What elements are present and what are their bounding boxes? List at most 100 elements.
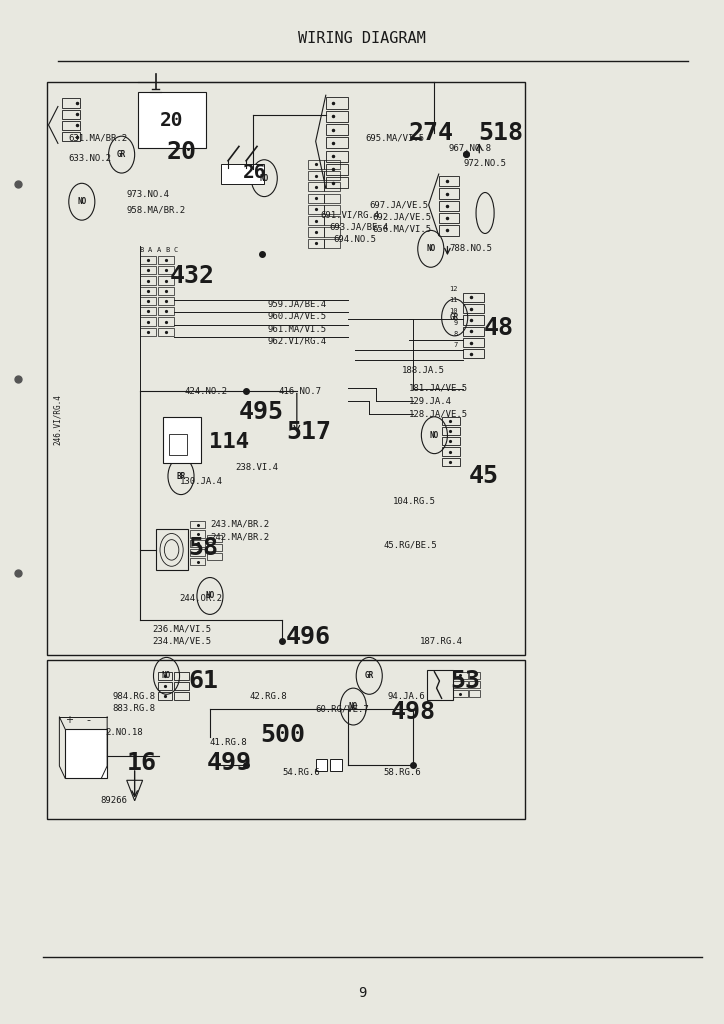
Text: 498: 498: [391, 699, 436, 724]
Text: 187.RG.4: 187.RG.4: [420, 637, 463, 645]
Text: -: -: [86, 715, 90, 725]
Bar: [324, 171, 340, 180]
Bar: [308, 227, 324, 237]
Bar: [427, 670, 452, 700]
Text: 8: 8: [453, 331, 458, 337]
Bar: [158, 297, 174, 305]
Bar: [163, 417, 201, 463]
Text: 114: 114: [209, 432, 248, 453]
Text: 236.MA/VI.5: 236.MA/VI.5: [152, 625, 211, 633]
Bar: [326, 137, 348, 148]
Bar: [324, 216, 340, 225]
Bar: [65, 729, 107, 778]
Bar: [439, 225, 459, 236]
Bar: [62, 121, 80, 130]
Bar: [469, 681, 480, 688]
Text: 973.NO.4: 973.NO.4: [127, 190, 169, 199]
Bar: [308, 239, 324, 248]
Bar: [207, 544, 222, 551]
Bar: [158, 256, 174, 264]
Text: 53: 53: [450, 669, 480, 693]
Text: NO: NO: [162, 672, 171, 680]
Text: 242.MA/BR.2: 242.MA/BR.2: [210, 532, 269, 541]
Text: 89266: 89266: [100, 797, 127, 805]
Bar: [308, 160, 324, 169]
Bar: [330, 759, 342, 771]
Text: 432: 432: [170, 264, 215, 289]
Text: 244.OR.2: 244.OR.2: [180, 594, 222, 602]
Bar: [439, 201, 459, 211]
Text: 104.RG.5: 104.RG.5: [393, 498, 436, 506]
Bar: [439, 188, 459, 199]
Bar: [463, 293, 484, 302]
Bar: [469, 672, 480, 679]
Text: 692.JA/VE.5: 692.JA/VE.5: [373, 213, 432, 221]
Text: 60.RG/VE.7: 60.RG/VE.7: [315, 705, 369, 713]
Bar: [453, 672, 468, 679]
Bar: [207, 553, 222, 560]
Text: 188.JA.5: 188.JA.5: [402, 367, 445, 375]
Text: 41.RG.8: 41.RG.8: [210, 738, 248, 746]
Bar: [324, 227, 340, 237]
Text: 20: 20: [167, 139, 196, 164]
Text: 691.VI/RG.4: 691.VI/RG.4: [321, 211, 380, 219]
Bar: [190, 530, 205, 538]
Bar: [140, 287, 156, 295]
Text: 958.MA/BR.2: 958.MA/BR.2: [127, 206, 186, 214]
Text: 967.NO.8: 967.NO.8: [449, 144, 492, 153]
Bar: [156, 529, 188, 570]
Text: 11: 11: [449, 297, 458, 303]
Text: 694.NO.5: 694.NO.5: [333, 236, 376, 244]
Bar: [324, 160, 340, 169]
Text: 883.RG.8: 883.RG.8: [112, 705, 155, 713]
Text: 181.JA/VE.5: 181.JA/VE.5: [409, 384, 468, 392]
Text: 962.VI/RG.4: 962.VI/RG.4: [268, 337, 327, 345]
Bar: [47, 82, 525, 655]
Bar: [62, 132, 80, 141]
Text: BR: BR: [177, 472, 185, 480]
Text: GR: GR: [117, 151, 126, 159]
Bar: [158, 672, 172, 680]
Text: 7: 7: [453, 342, 458, 348]
Bar: [140, 307, 156, 315]
Bar: [140, 328, 156, 336]
Bar: [308, 194, 324, 203]
Bar: [308, 182, 324, 191]
Text: 238.VI.4: 238.VI.4: [235, 464, 278, 472]
Text: 500: 500: [261, 723, 306, 748]
Bar: [308, 216, 324, 225]
Bar: [326, 164, 348, 175]
Text: 984.RG.8: 984.RG.8: [112, 692, 155, 700]
Bar: [158, 276, 174, 285]
Text: 58.RG.6: 58.RG.6: [384, 768, 421, 776]
Text: NO: NO: [430, 431, 439, 439]
Text: 517: 517: [286, 420, 331, 444]
Bar: [47, 660, 525, 819]
Bar: [190, 521, 205, 528]
Bar: [439, 176, 459, 186]
Bar: [190, 540, 205, 547]
Bar: [158, 317, 174, 326]
Bar: [140, 276, 156, 285]
Text: 656.MA/VI.5: 656.MA/VI.5: [373, 225, 432, 233]
Text: +: +: [65, 715, 74, 725]
Bar: [442, 447, 460, 456]
Bar: [463, 315, 484, 325]
Text: 10: 10: [449, 308, 458, 314]
Text: 695.MA/VI.5: 695.MA/VI.5: [366, 134, 425, 142]
Text: C: C: [173, 247, 177, 253]
Bar: [469, 690, 480, 697]
Bar: [62, 110, 80, 119]
Bar: [190, 549, 205, 556]
Bar: [442, 437, 460, 445]
Text: 129.JA.4: 129.JA.4: [409, 397, 452, 406]
Text: NO: NO: [349, 702, 358, 711]
Bar: [453, 681, 468, 688]
Text: 12: 12: [449, 286, 458, 292]
Text: 94.JA.6: 94.JA.6: [387, 692, 425, 700]
Text: 9: 9: [358, 986, 366, 1000]
Bar: [169, 434, 187, 455]
Text: 274: 274: [409, 121, 454, 145]
Bar: [324, 239, 340, 248]
Text: 633.NO.2: 633.NO.2: [69, 155, 111, 163]
